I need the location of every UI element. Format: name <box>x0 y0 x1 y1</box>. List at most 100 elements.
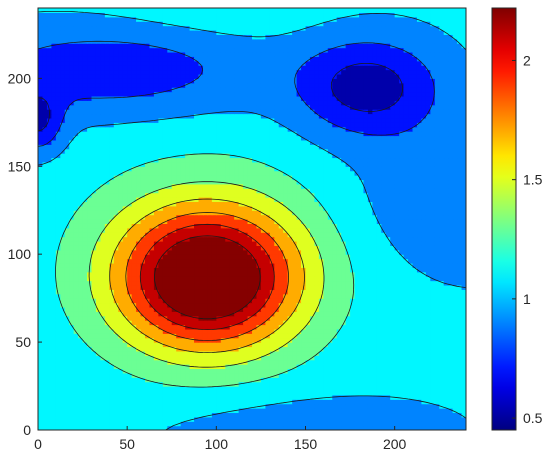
contour-cell <box>327 293 333 299</box>
contour-cell <box>194 324 200 330</box>
contour-cell <box>185 227 191 233</box>
contour-cell <box>60 364 66 370</box>
contour-cell <box>167 254 173 260</box>
contour-cell <box>461 421 466 427</box>
contour-cell <box>158 280 164 286</box>
contour-cell <box>363 403 369 409</box>
contour-cell <box>234 320 240 326</box>
contour-cell <box>198 368 204 374</box>
contour-cell <box>327 227 333 233</box>
contour-cell <box>109 306 115 312</box>
contour-cell <box>234 284 240 290</box>
contour-cell <box>394 289 400 295</box>
contour-cell <box>296 350 302 356</box>
contour-cell <box>416 205 423 211</box>
contour-cell <box>314 249 320 255</box>
contour-cell <box>296 412 302 418</box>
contour-cell <box>234 359 240 365</box>
contour-cell <box>345 381 351 387</box>
contour-cell <box>332 289 338 295</box>
contour-cell <box>412 210 418 216</box>
contour-cell <box>87 249 93 255</box>
contour-cell <box>381 386 387 392</box>
contour-cell <box>252 232 258 238</box>
contour-cell <box>318 276 324 282</box>
contour-cell <box>323 412 329 418</box>
contour-cell <box>359 227 365 233</box>
contour-cell <box>247 408 253 414</box>
contour-cell <box>314 372 320 378</box>
contour-cell <box>345 214 351 220</box>
contour-cell <box>55 324 61 330</box>
contour-cell <box>434 240 440 246</box>
contour-cell <box>189 403 195 409</box>
contour-cell <box>38 227 44 233</box>
contour-cell <box>412 254 418 260</box>
contour-cell <box>408 381 414 387</box>
contour-cell <box>425 412 431 418</box>
contour-cell <box>408 350 414 356</box>
contour-cell <box>269 412 275 418</box>
contour-cell <box>198 342 204 348</box>
contour-cell <box>118 368 124 374</box>
contour-cell <box>363 408 369 414</box>
contour-cell <box>100 254 106 260</box>
contour-cell <box>265 315 271 321</box>
contour-cell <box>256 320 262 326</box>
contour-cell <box>87 311 93 317</box>
contour-cell <box>394 372 400 378</box>
contour-cell <box>385 219 391 224</box>
contour-cell <box>51 328 57 334</box>
contour-cell <box>127 346 133 352</box>
contour-cell <box>167 298 173 304</box>
contour-cell <box>109 223 115 229</box>
contour-cell <box>136 350 142 356</box>
contour-cell <box>274 262 280 268</box>
contour-cell <box>278 289 284 295</box>
contour-cell <box>82 276 88 282</box>
contour-cell <box>372 258 378 264</box>
contour-cell <box>354 350 360 356</box>
contour-cell <box>394 249 400 255</box>
contour-cell <box>211 280 217 286</box>
contour-cell <box>167 289 173 295</box>
contour-cell <box>220 249 226 255</box>
contour-cell <box>140 421 146 427</box>
contour-cell <box>443 219 449 224</box>
contour-cell <box>425 249 431 255</box>
contour-cell <box>260 324 266 330</box>
contour-cell <box>260 210 266 216</box>
contour-cell <box>269 223 275 229</box>
contour-cell <box>113 359 119 365</box>
contour-cell <box>381 377 387 383</box>
contour-cell <box>198 328 204 334</box>
contour-cell <box>332 315 338 321</box>
contour-cell <box>104 258 110 264</box>
contour-cell <box>189 372 195 378</box>
contour-cell <box>118 333 124 339</box>
contour-cell <box>234 219 240 224</box>
contour-cell <box>104 240 110 246</box>
contour-cell <box>354 320 360 326</box>
contour-cell <box>252 214 258 220</box>
contour-cell <box>176 232 182 238</box>
contour-cell <box>448 381 454 387</box>
contour-cell <box>198 306 204 312</box>
contour-cell <box>73 227 79 233</box>
contour-cell <box>122 210 128 216</box>
contour-cell <box>283 267 289 273</box>
contour-cell <box>136 205 142 211</box>
contour-cell <box>292 245 298 251</box>
contour-cell <box>216 425 222 430</box>
contour-cell <box>180 240 186 246</box>
contour-cell <box>412 306 418 312</box>
contour-cell <box>64 280 70 286</box>
contour-cell <box>381 302 387 308</box>
contour-cell <box>64 210 70 216</box>
contour-cell <box>260 390 266 396</box>
contour-cell <box>292 368 298 374</box>
contour-cell <box>341 236 347 242</box>
contour-cell <box>122 284 128 290</box>
contour-cell <box>359 223 365 229</box>
contour-cell <box>122 333 128 339</box>
